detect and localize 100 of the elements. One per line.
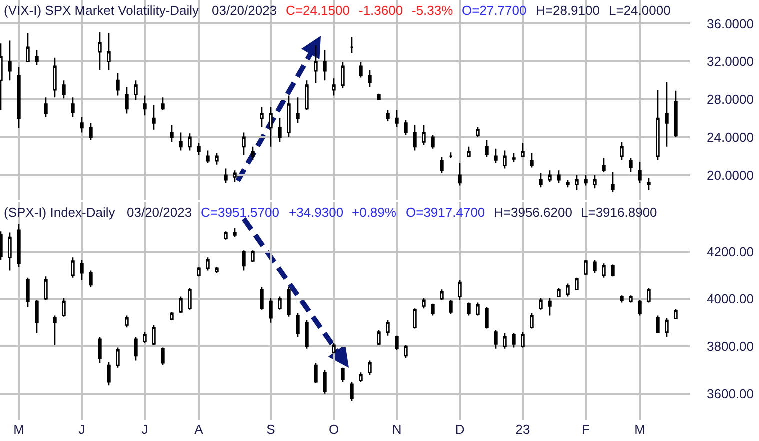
candlestick — [332, 342, 336, 354]
candlestick — [386, 320, 390, 337]
candlestick — [134, 80, 138, 102]
candlestick — [359, 62, 363, 78]
candlestick — [620, 142, 624, 161]
candlestick — [512, 332, 516, 348]
candlestick — [152, 324, 156, 346]
y-tick-label: 3600.00 — [707, 386, 754, 402]
candlestick — [278, 118, 282, 143]
x-tick-label: O — [328, 422, 340, 437]
candlestick — [71, 96, 75, 118]
candlestick — [674, 90, 678, 138]
candlestick — [170, 124, 174, 143]
candlestick — [170, 312, 174, 322]
candlestick — [584, 174, 588, 186]
candlestick — [665, 317, 669, 338]
candlestick — [521, 332, 525, 348]
candlestick — [179, 132, 183, 152]
candlestick — [224, 230, 228, 241]
candlestick — [107, 361, 111, 386]
candlestick — [116, 347, 120, 369]
candlestick — [629, 294, 633, 304]
candlestick — [584, 259, 588, 276]
chart-subtitle: 03/20/2023 — [212, 3, 278, 18]
candlestick — [53, 57, 57, 98]
candlestick — [242, 250, 246, 272]
candlestick — [206, 257, 210, 272]
candlestick — [413, 124, 417, 152]
candlestick — [35, 50, 39, 66]
candlestick — [35, 300, 39, 334]
candlestick — [404, 120, 408, 136]
candlestick — [8, 232, 12, 272]
annotation: L=24.0000 — [609, 3, 671, 18]
candlestick — [404, 344, 408, 360]
chart-title: (VIX-I) SPX Market Volatility-Daily — [4, 3, 200, 18]
annotation: -1.3600 — [359, 3, 404, 18]
candlestick — [323, 370, 327, 395]
candlestick — [107, 32, 111, 71]
candlestick — [575, 174, 579, 192]
candlestick — [341, 62, 345, 89]
candlestick — [566, 283, 570, 298]
x-tick-label: A — [194, 422, 204, 437]
candlestick — [368, 360, 372, 376]
candlestick — [395, 109, 399, 128]
y-tick-label: 20.0000 — [707, 168, 754, 183]
candlestick — [548, 170, 552, 183]
candlestick — [395, 335, 399, 351]
x-tick-label: F — [582, 422, 590, 437]
annotation: H=28.9100 — [536, 3, 600, 18]
y-tick-label: 32.0000 — [707, 54, 754, 70]
candlestick — [287, 286, 291, 318]
candlestick — [521, 142, 525, 158]
annotation: C=24.1500 — [286, 3, 350, 18]
candlestick — [62, 80, 66, 100]
x-tick-label: M — [14, 422, 24, 437]
candlestick — [656, 89, 660, 161]
candlestick — [341, 367, 345, 383]
candlestick — [134, 336, 138, 362]
candlestick — [296, 312, 300, 338]
candlestick — [332, 78, 336, 96]
candlestick — [476, 302, 480, 316]
candlestick — [197, 142, 201, 156]
candlestick — [152, 104, 156, 131]
candlestick — [188, 288, 192, 310]
candlestick — [269, 106, 273, 148]
candlestick — [350, 381, 354, 402]
candlestick — [431, 303, 435, 316]
candlestick — [557, 170, 561, 184]
candlestick — [440, 156, 444, 174]
y-tick-label: 3800.00 — [707, 339, 754, 354]
candlestick — [323, 50, 327, 82]
candlestick — [8, 40, 12, 82]
annotation: O=27.7700 — [462, 3, 527, 18]
candlestick — [350, 36, 354, 54]
candlestick — [494, 148, 498, 164]
candlestick — [143, 332, 147, 344]
x-tick-label: J — [78, 422, 86, 437]
candlestick — [593, 259, 597, 274]
candlestick — [422, 124, 426, 146]
candlestick — [44, 96, 48, 118]
candlestick — [269, 297, 273, 324]
candlestick — [674, 308, 678, 320]
candlestick — [503, 332, 507, 350]
candlestick — [260, 286, 264, 310]
x-tick-label: S — [266, 422, 276, 437]
candlestick — [53, 315, 57, 346]
annotation: O=3917.4700 — [406, 205, 486, 220]
candlestick — [485, 306, 489, 330]
candlestick — [449, 152, 453, 159]
candlestick — [602, 262, 606, 278]
candlestick — [278, 296, 282, 310]
candlestick — [377, 93, 381, 102]
candlestick — [197, 266, 201, 278]
y-tick-label: 28.0000 — [707, 92, 754, 108]
candlestick — [26, 32, 30, 64]
candlestick — [485, 140, 489, 158]
candlestick — [89, 270, 93, 288]
candlestick — [224, 168, 228, 184]
candlestick — [467, 146, 471, 158]
annotation: +0.89% — [352, 205, 397, 220]
